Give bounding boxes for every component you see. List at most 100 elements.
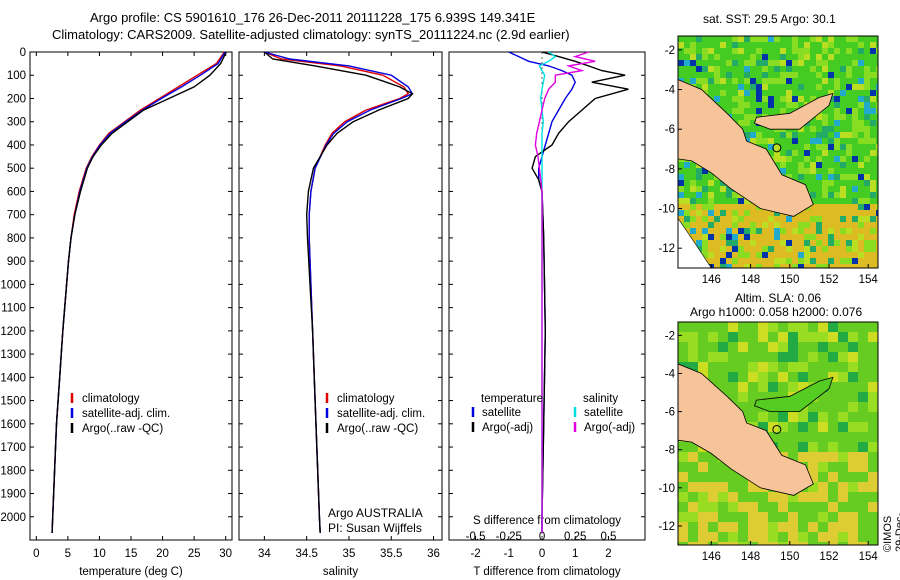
map-cell (738, 114, 745, 121)
map-cell (838, 372, 849, 383)
map-cell (690, 222, 697, 229)
map-cell (768, 542, 779, 545)
map-cell (840, 174, 847, 181)
map-cell (828, 532, 839, 543)
lat-tick-label: -2 (665, 330, 675, 342)
map-cell (788, 542, 799, 545)
map-cell (834, 138, 841, 145)
map-cell (774, 72, 781, 79)
map-cell (708, 502, 719, 513)
sst-map-title: sat. SST: 29.5 Argo: 30.1 (703, 12, 836, 26)
map-cell (798, 240, 805, 247)
map-cell (678, 180, 685, 187)
map-cell (852, 96, 859, 103)
map-cell (718, 342, 729, 353)
salinity-line-3 (263, 51, 414, 534)
map-cell (810, 132, 817, 139)
map-cell (858, 150, 865, 157)
map-cell (726, 204, 733, 211)
map-cell (868, 322, 878, 333)
map-cell (798, 96, 805, 103)
map-cell (768, 352, 779, 363)
map-cell (732, 54, 739, 61)
map-cell (828, 422, 839, 433)
map-cell (708, 362, 719, 373)
map-cell (834, 114, 841, 121)
map-cell (744, 114, 751, 121)
map-cell (744, 252, 751, 259)
map-cell (758, 522, 769, 533)
map-cell (810, 228, 817, 235)
map-cell (688, 532, 699, 543)
map-cell (690, 192, 697, 199)
map-cell (698, 502, 709, 513)
map-cell (822, 78, 829, 85)
map-cell (828, 138, 835, 145)
sla-map-subtitle: Argo h1000: 0.058 h2000: 0.076 (690, 305, 863, 319)
map-cell (852, 72, 859, 79)
map-cell (816, 240, 823, 247)
map-cell (738, 198, 745, 205)
map-cell (870, 72, 877, 79)
map-cell (744, 126, 751, 133)
map-cell (698, 352, 709, 363)
map-cell (762, 66, 769, 73)
map-cell (828, 42, 835, 49)
map-cell (762, 54, 769, 61)
map-cell (870, 162, 877, 169)
map-cell (876, 234, 878, 241)
map-cell (720, 90, 727, 97)
map-cell (750, 210, 757, 217)
map-cell (840, 138, 847, 145)
map-cell (870, 138, 877, 145)
s-axis-label: S difference from climatology (473, 515, 621, 527)
map-cell (840, 204, 847, 211)
map-cell (876, 36, 878, 43)
map-cell (868, 402, 878, 413)
map-cell (702, 222, 709, 229)
map-cell (696, 60, 703, 67)
map-cell (714, 36, 721, 43)
map-cell (778, 542, 789, 545)
map-cell (808, 432, 819, 443)
map-cell (696, 84, 703, 91)
map-cell (870, 96, 877, 103)
map-cell (678, 352, 689, 363)
map-cell (808, 422, 819, 433)
map-cell (788, 492, 799, 503)
map-cell (738, 342, 749, 353)
map-cell (720, 48, 727, 55)
map-cell (840, 132, 847, 139)
map-cell (768, 246, 775, 253)
map-cell (726, 96, 733, 103)
new-guinea-land (678, 79, 814, 217)
map-cell (816, 72, 823, 79)
map-cell (738, 102, 745, 109)
lon-tick-label: 148 (741, 274, 760, 286)
map-cell (762, 36, 769, 43)
map-cell (714, 210, 721, 217)
map-cell (828, 352, 839, 363)
map-cell (748, 512, 759, 523)
map-cell (788, 322, 799, 333)
map-cell (868, 332, 878, 343)
map-cell (748, 522, 759, 533)
map-cell (846, 210, 853, 217)
map-cell (690, 180, 697, 187)
map-cell (768, 78, 775, 85)
map-cell (870, 210, 877, 217)
map-cell (858, 66, 865, 73)
map-cell (726, 216, 733, 223)
map-cell (714, 228, 721, 235)
map-cell (858, 452, 869, 463)
map-cell (792, 168, 799, 175)
map-cell (786, 222, 793, 229)
sla-map-title: Altim. SLA: 0.06 (735, 291, 822, 305)
map-cell (768, 432, 779, 443)
map-cell (822, 156, 829, 163)
map-cell (846, 228, 853, 235)
map-cell (870, 60, 877, 67)
map-cell (778, 332, 789, 343)
map-cell (786, 108, 793, 115)
map-cell (822, 132, 829, 139)
